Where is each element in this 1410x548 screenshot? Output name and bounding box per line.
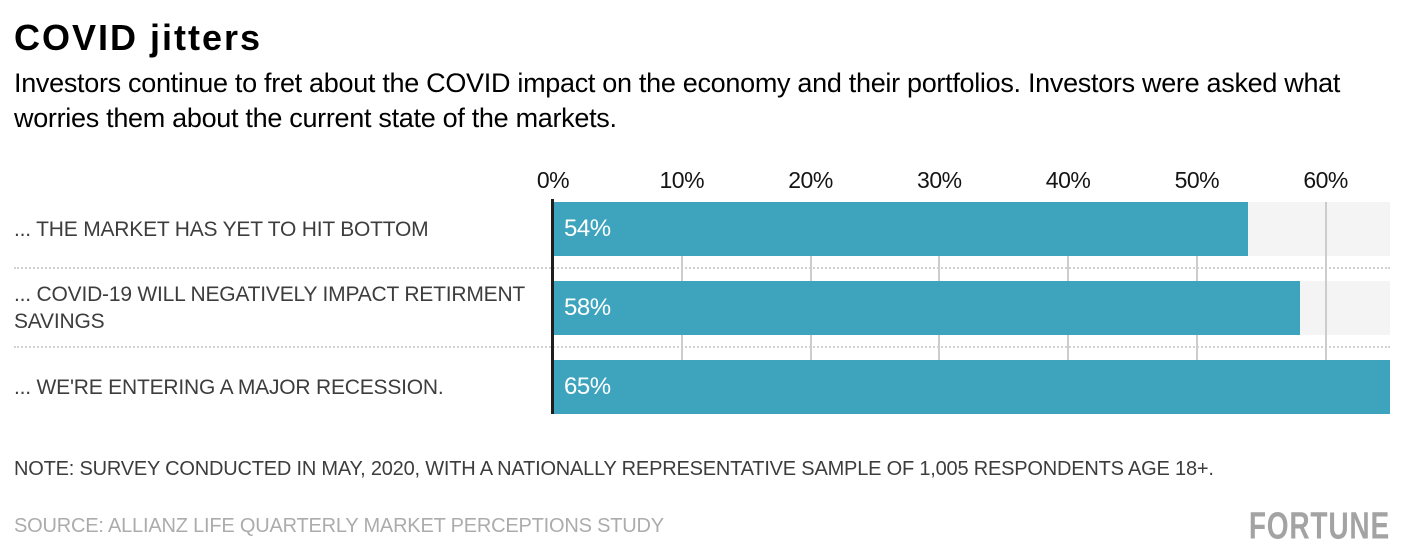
bar-chart: 0% 10% 20% 30% 40% 50% 60% ... THE MARKET HAS … [14, 160, 1390, 414]
category-label: ... WE'RE ENTERING A MAJOR RECESSION. [14, 375, 444, 399]
x-axis-tick-label: 20% [788, 167, 833, 193]
x-axis-tick-label: 0% [536, 167, 570, 193]
bar: 65% [553, 360, 1390, 414]
bar-value-label: 65% [564, 373, 611, 400]
y-axis-line [551, 199, 554, 414]
x-axis-tick-label: 30% [917, 167, 962, 193]
page-title: COVID jitters [14, 17, 263, 58]
bar-value-label: 58% [564, 294, 611, 321]
source-text: SOURCE: ALLIANZ LIFE QUARTERLY MARKET PE… [14, 514, 664, 537]
bar-row: ... COVID-19 WILL NEGATIVELY IMPACT RETI… [14, 281, 1390, 335]
x-axis-tick-label: 10% [659, 167, 705, 193]
x-axis-labels: 0% 10% 20% 30% 40% 50% 60% [537, 160, 1390, 202]
bar: 54% [553, 202, 1249, 256]
x-axis: 0% 10% 20% 30% 40% 50% 60% [14, 160, 1390, 202]
chart-subtitle: Investors continue to fret about the COV… [14, 68, 1341, 133]
bar-track: 58% [553, 281, 1390, 335]
category-label: ... THE MARKET HAS YET TO HIT BOTTOM [14, 217, 429, 241]
bar-row: ... WE'RE ENTERING A MAJOR RECESSION. 65… [14, 360, 1390, 414]
x-axis-tick-label: 50% [1174, 167, 1220, 193]
x-axis-tick-label: 40% [1045, 167, 1091, 193]
row-divider [14, 267, 1390, 269]
bar-track: 65% [553, 360, 1390, 414]
note-text: NOTE: SURVEY CONDUCTED IN MAY, 2020, WIT… [14, 458, 1214, 480]
bar: 58% [553, 281, 1300, 335]
category-label: ... COVID-19 WILL NEGATIVELY IMPACT RETI… [14, 283, 525, 333]
footer: SOURCE: ALLIANZ LIFE QUARTERLY MARKET PE… [14, 503, 1390, 547]
x-axis-tick-label: 60% [1303, 167, 1348, 193]
bar-row: ... THE MARKET HAS YET TO HIT BOTTOM 54% [14, 202, 1390, 256]
bar-value-label: 54% [564, 215, 611, 242]
fortune-logo: FORTUNE [1248, 503, 1390, 547]
axis-spacer [14, 160, 553, 202]
bar-track: 54% [553, 202, 1390, 256]
row-divider [14, 346, 1390, 348]
plot-area: ... THE MARKET HAS YET TO HIT BOTTOM 54%… [14, 199, 1390, 414]
